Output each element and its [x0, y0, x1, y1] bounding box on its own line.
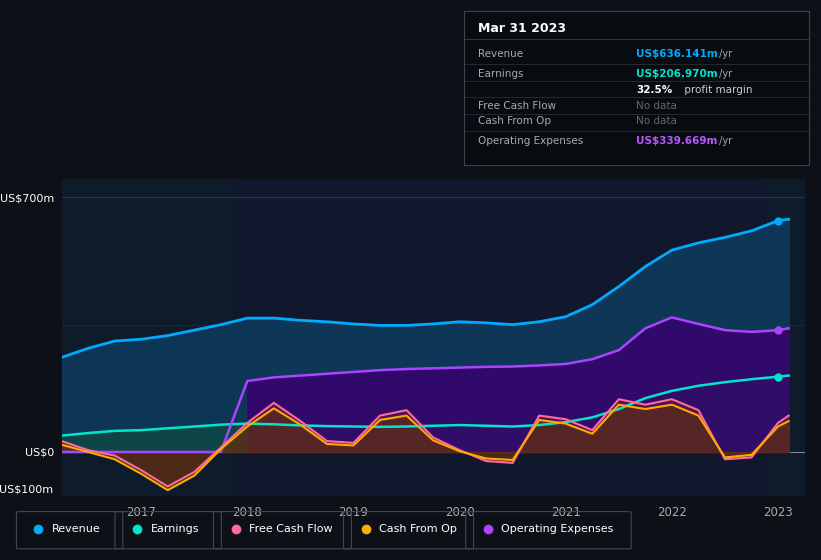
- Text: 32.5%: 32.5%: [636, 85, 672, 95]
- Text: Earnings: Earnings: [150, 524, 199, 534]
- Text: US$206.970m: US$206.970m: [636, 69, 718, 80]
- Text: Revenue: Revenue: [52, 524, 101, 534]
- Text: Cash From Op: Cash From Op: [379, 524, 456, 534]
- Text: Cash From Op: Cash From Op: [478, 115, 551, 125]
- Text: Free Cash Flow: Free Cash Flow: [249, 524, 333, 534]
- Text: US$339.669m: US$339.669m: [636, 136, 718, 146]
- Text: Mar 31 2023: Mar 31 2023: [478, 22, 566, 35]
- Text: No data: No data: [636, 115, 677, 125]
- Text: /yr: /yr: [716, 69, 732, 80]
- Text: No data: No data: [636, 101, 677, 111]
- Text: Earnings: Earnings: [478, 69, 523, 80]
- Text: Operating Expenses: Operating Expenses: [478, 136, 583, 146]
- Text: /yr: /yr: [716, 49, 732, 59]
- Text: profit margin: profit margin: [681, 85, 753, 95]
- Text: Revenue: Revenue: [478, 49, 523, 59]
- Text: /yr: /yr: [716, 136, 732, 146]
- Text: US$636.141m: US$636.141m: [636, 49, 718, 59]
- Text: Free Cash Flow: Free Cash Flow: [478, 101, 556, 111]
- Bar: [235, 179, 765, 496]
- Text: Operating Expenses: Operating Expenses: [501, 524, 613, 534]
